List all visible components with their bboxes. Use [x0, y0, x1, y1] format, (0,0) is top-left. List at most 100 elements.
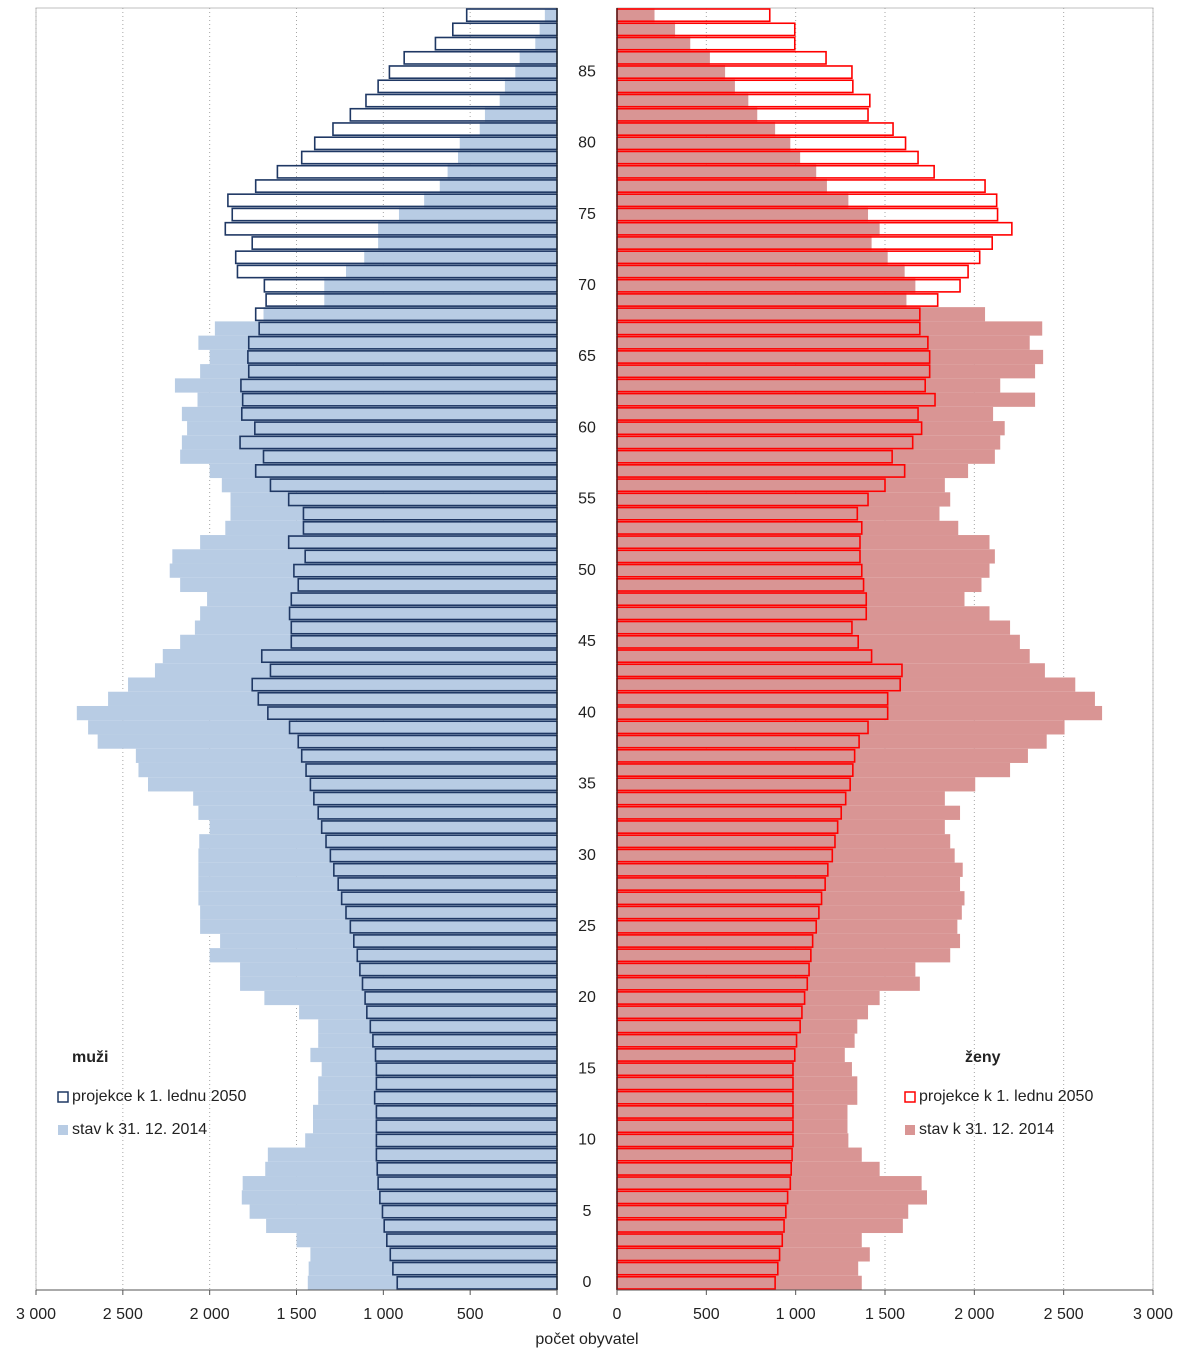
bar: [198, 848, 557, 863]
bar: [617, 1076, 858, 1091]
bar: [296, 1233, 557, 1248]
y-tick-label: 30: [578, 847, 596, 864]
bar: [617, 734, 1047, 749]
bar: [617, 1033, 855, 1048]
bar: [76, 705, 557, 721]
bar: [310, 1047, 557, 1063]
bar: [312, 1119, 557, 1134]
bar: [544, 8, 557, 23]
bar: [88, 720, 557, 735]
bar: [617, 193, 849, 208]
bar: [240, 976, 557, 991]
x-tick-label: 2 000: [190, 1306, 230, 1323]
bar: [617, 50, 710, 65]
bar: [181, 435, 557, 450]
bar: [617, 762, 1011, 778]
bar: [617, 1104, 848, 1120]
bar: [617, 121, 776, 137]
bar: [97, 734, 557, 749]
y-tick-label: 10: [578, 1132, 596, 1149]
bar: [299, 1005, 557, 1020]
bar-outline: [465, 8, 558, 23]
bar: [318, 1090, 557, 1105]
bar: [617, 748, 1028, 763]
bar: [617, 976, 920, 991]
bar: [200, 364, 558, 379]
x-tick-label: 2 500: [103, 1306, 143, 1323]
bar: [617, 549, 995, 564]
bar: [539, 22, 557, 37]
bar: [617, 777, 976, 792]
bar: [198, 891, 557, 906]
bar: [617, 264, 905, 279]
legend-swatch: [58, 1125, 68, 1135]
bar: [617, 1261, 859, 1276]
bar: [617, 891, 965, 906]
bar: [617, 720, 1065, 735]
legend-title: muži: [72, 1049, 108, 1066]
y-tick-label: 40: [578, 704, 596, 721]
legend-swatch: [57, 1091, 69, 1103]
y-tick-label: 45: [578, 633, 596, 650]
bar: [617, 1275, 862, 1290]
bar: [504, 79, 557, 94]
bar: [318, 1033, 557, 1048]
bar: [617, 307, 986, 322]
bar: [263, 307, 557, 322]
bar: [617, 492, 951, 507]
bar: [617, 677, 1076, 692]
bar: [194, 620, 557, 635]
bar: [617, 791, 945, 806]
y-tick-label: 0: [583, 1274, 592, 1291]
bar: [209, 463, 557, 479]
bar: [197, 392, 557, 407]
bar: [617, 1233, 862, 1248]
bar: [484, 107, 557, 122]
bar: [187, 421, 557, 436]
bar: [617, 1218, 903, 1234]
bar: [617, 1119, 848, 1134]
bar: [220, 933, 557, 949]
bar: [617, 406, 994, 422]
bar: [108, 691, 558, 706]
bar: [617, 876, 961, 892]
bar: [193, 791, 557, 806]
bar: [241, 1190, 558, 1205]
bar: [617, 620, 1011, 635]
bar: [617, 79, 735, 94]
bar: [135, 748, 557, 763]
bar: [617, 1133, 849, 1148]
bar: [200, 919, 558, 934]
y-tick-label: 50: [578, 562, 596, 579]
bar: [617, 1047, 845, 1063]
bar: [617, 278, 916, 293]
bar: [479, 121, 557, 137]
bar: [230, 492, 558, 507]
x-tick-label: 3 000: [16, 1306, 56, 1323]
bar: [198, 876, 557, 892]
bar: [617, 1019, 858, 1034]
bar: [321, 1062, 557, 1077]
bar: [617, 364, 1036, 379]
bar: [617, 478, 945, 493]
x-tick-label: 2 500: [1044, 1306, 1084, 1323]
bar: [318, 1076, 557, 1091]
bar: [308, 1261, 557, 1276]
bar: [181, 406, 557, 422]
bar: [617, 235, 872, 251]
bar: [617, 1005, 869, 1020]
y-tick-label: 20: [578, 989, 596, 1006]
bar: [617, 962, 916, 977]
y-tick-label: 65: [578, 348, 596, 365]
bar: [199, 834, 557, 849]
bar: [198, 335, 557, 350]
bar: [264, 990, 557, 1006]
bar: [617, 933, 961, 949]
bar: [617, 335, 1030, 350]
bar: [242, 1176, 557, 1191]
legend-label: stav k 31. 12. 2014: [919, 1121, 1054, 1138]
bar: [345, 264, 557, 279]
bar: [138, 762, 558, 778]
bar: [617, 848, 955, 863]
x-tick-label: 1 000: [776, 1306, 816, 1323]
